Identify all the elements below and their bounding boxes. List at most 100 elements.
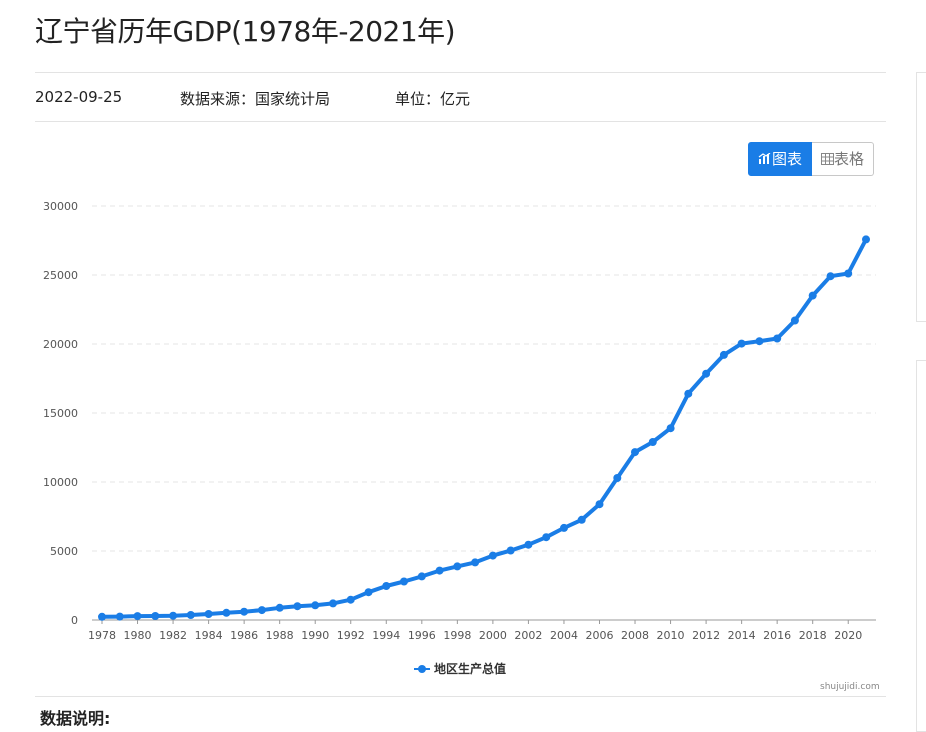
data-point-2020[interactable]: [844, 269, 853, 278]
data-point-2006[interactable]: [595, 500, 604, 509]
x-tick-label: 2008: [621, 629, 649, 642]
side-panel-bottom: [916, 360, 926, 732]
y-tick-label: 5000: [50, 545, 78, 558]
x-tick-label: 2004: [550, 629, 578, 642]
x-tick-label: 1994: [372, 629, 400, 642]
data-point-1994[interactable]: [382, 582, 391, 590]
data-point-1991[interactable]: [329, 599, 337, 608]
data-point-2011[interactable]: [684, 389, 693, 398]
data-point-1997[interactable]: [435, 566, 444, 575]
data-point-1989[interactable]: [293, 602, 302, 611]
x-tick-label: 2016: [763, 629, 791, 642]
legend-label: 地区生产总值: [434, 662, 507, 676]
data-point-1999[interactable]: [471, 558, 480, 567]
chart-view-label: 图表: [772, 150, 803, 168]
data-point-2003[interactable]: [542, 533, 551, 542]
chart-view-button[interactable]: 图表: [748, 142, 813, 176]
data-point-2019[interactable]: [826, 272, 835, 281]
unit-label: 单位：亿元: [395, 90, 471, 108]
data-point-2018[interactable]: [808, 291, 817, 300]
y-tick-label: 25000: [43, 269, 78, 282]
footer-divider: [35, 696, 886, 697]
data-point-1996[interactable]: [417, 572, 426, 581]
data-point-2002[interactable]: [524, 540, 533, 549]
y-axis: 0 5000 10000 15000 20000 25000 30000: [43, 200, 78, 627]
legend-marker: [414, 663, 430, 675]
data-point-1987[interactable]: [257, 606, 266, 615]
data-point-2010[interactable]: [666, 424, 675, 433]
y-tick-label: 30000: [43, 200, 78, 213]
data-point-1998[interactable]: [453, 562, 462, 571]
data-point-2008[interactable]: [631, 448, 639, 457]
x-tick-label: 2014: [728, 629, 756, 642]
data-point-1979[interactable]: [115, 612, 124, 621]
y-tick-label: 15000: [43, 407, 78, 420]
data-point-1978[interactable]: [98, 612, 106, 621]
data-point-2016[interactable]: [773, 334, 782, 343]
data-point-1985[interactable]: [222, 608, 231, 617]
view-toggle: 图表 表格: [748, 142, 875, 176]
x-tick-label: 2006: [585, 629, 613, 642]
table-grid-icon: [821, 153, 835, 165]
data-point-2007[interactable]: [613, 474, 622, 482]
bar-chart-icon: [758, 152, 771, 164]
data-point-1986[interactable]: [240, 607, 249, 616]
x-axis: 1978 1980 1982 1984 1986 1988 1990 1992 1994 1996…: [88, 619, 876, 642]
data-point-2004[interactable]: [560, 523, 568, 532]
x-tick-label: 2000: [479, 629, 507, 642]
table-view-label: 表格: [834, 150, 865, 168]
x-tick-label: 2012: [692, 629, 720, 642]
data-point-2015[interactable]: [755, 337, 764, 346]
x-tick-label: 1980: [124, 629, 152, 642]
data-source: 数据来源：国家统计局: [180, 90, 331, 108]
data-point-2017[interactable]: [790, 316, 799, 325]
publish-date: 2022-09-25: [35, 88, 123, 106]
data-point-1993[interactable]: [364, 588, 373, 597]
table-view-button[interactable]: 表格: [812, 142, 875, 176]
grid-lines: [92, 205, 876, 552]
data-point-1983[interactable]: [186, 611, 195, 619]
x-tick-label: 2010: [657, 629, 685, 642]
data-point-2014[interactable]: [737, 339, 746, 348]
x-tick-label: 1990: [301, 629, 329, 642]
x-tick-label: 2002: [514, 629, 542, 642]
x-tick-label: 2018: [799, 629, 827, 642]
data-point-1995[interactable]: [400, 577, 408, 586]
page-title: 辽宁省历年GDP(1978年-2021年): [35, 15, 456, 48]
y-tick-label: 0: [71, 614, 78, 627]
data-point-2009[interactable]: [648, 438, 657, 446]
data-point-1992[interactable]: [346, 595, 355, 604]
data-point-1984[interactable]: [204, 610, 213, 618]
x-tick-label: 1992: [337, 629, 365, 642]
data-point-1980[interactable]: [133, 612, 142, 621]
data-point-1982[interactable]: [169, 611, 178, 620]
x-tick-label: 1998: [443, 629, 471, 642]
data-point-1990[interactable]: [311, 601, 320, 610]
data-point-1988[interactable]: [275, 603, 284, 612]
x-tick-label: 1978: [88, 629, 116, 642]
data-point-2013[interactable]: [719, 350, 728, 359]
data-point-1981[interactable]: [151, 612, 160, 620]
series-line: [100, 237, 868, 619]
data-point-2012[interactable]: [702, 369, 711, 378]
y-tick-label: 10000: [43, 476, 78, 489]
data-point-2001[interactable]: [506, 546, 515, 555]
x-tick-label: 2020: [834, 629, 862, 642]
data-point-2005[interactable]: [577, 515, 586, 524]
x-tick-label: 1984: [195, 629, 223, 642]
site-credit: shujujidi.com: [820, 682, 880, 692]
meta-divider: [35, 121, 886, 122]
y-tick-label: 20000: [43, 338, 78, 351]
x-tick-label: 1982: [159, 629, 187, 642]
chart-legend[interactable]: 地区生产总值: [414, 660, 506, 677]
x-tick-label: 1988: [266, 629, 294, 642]
data-notes-heading: 数据说明:: [40, 709, 111, 728]
x-tick-label: 1996: [408, 629, 436, 642]
series-gdp: [98, 235, 870, 621]
data-point-2000[interactable]: [488, 551, 497, 560]
data-point-2021[interactable]: [862, 235, 870, 244]
x-tick-label: 1986: [230, 629, 258, 642]
side-panel-top: [916, 72, 926, 322]
header-divider: [35, 72, 886, 73]
